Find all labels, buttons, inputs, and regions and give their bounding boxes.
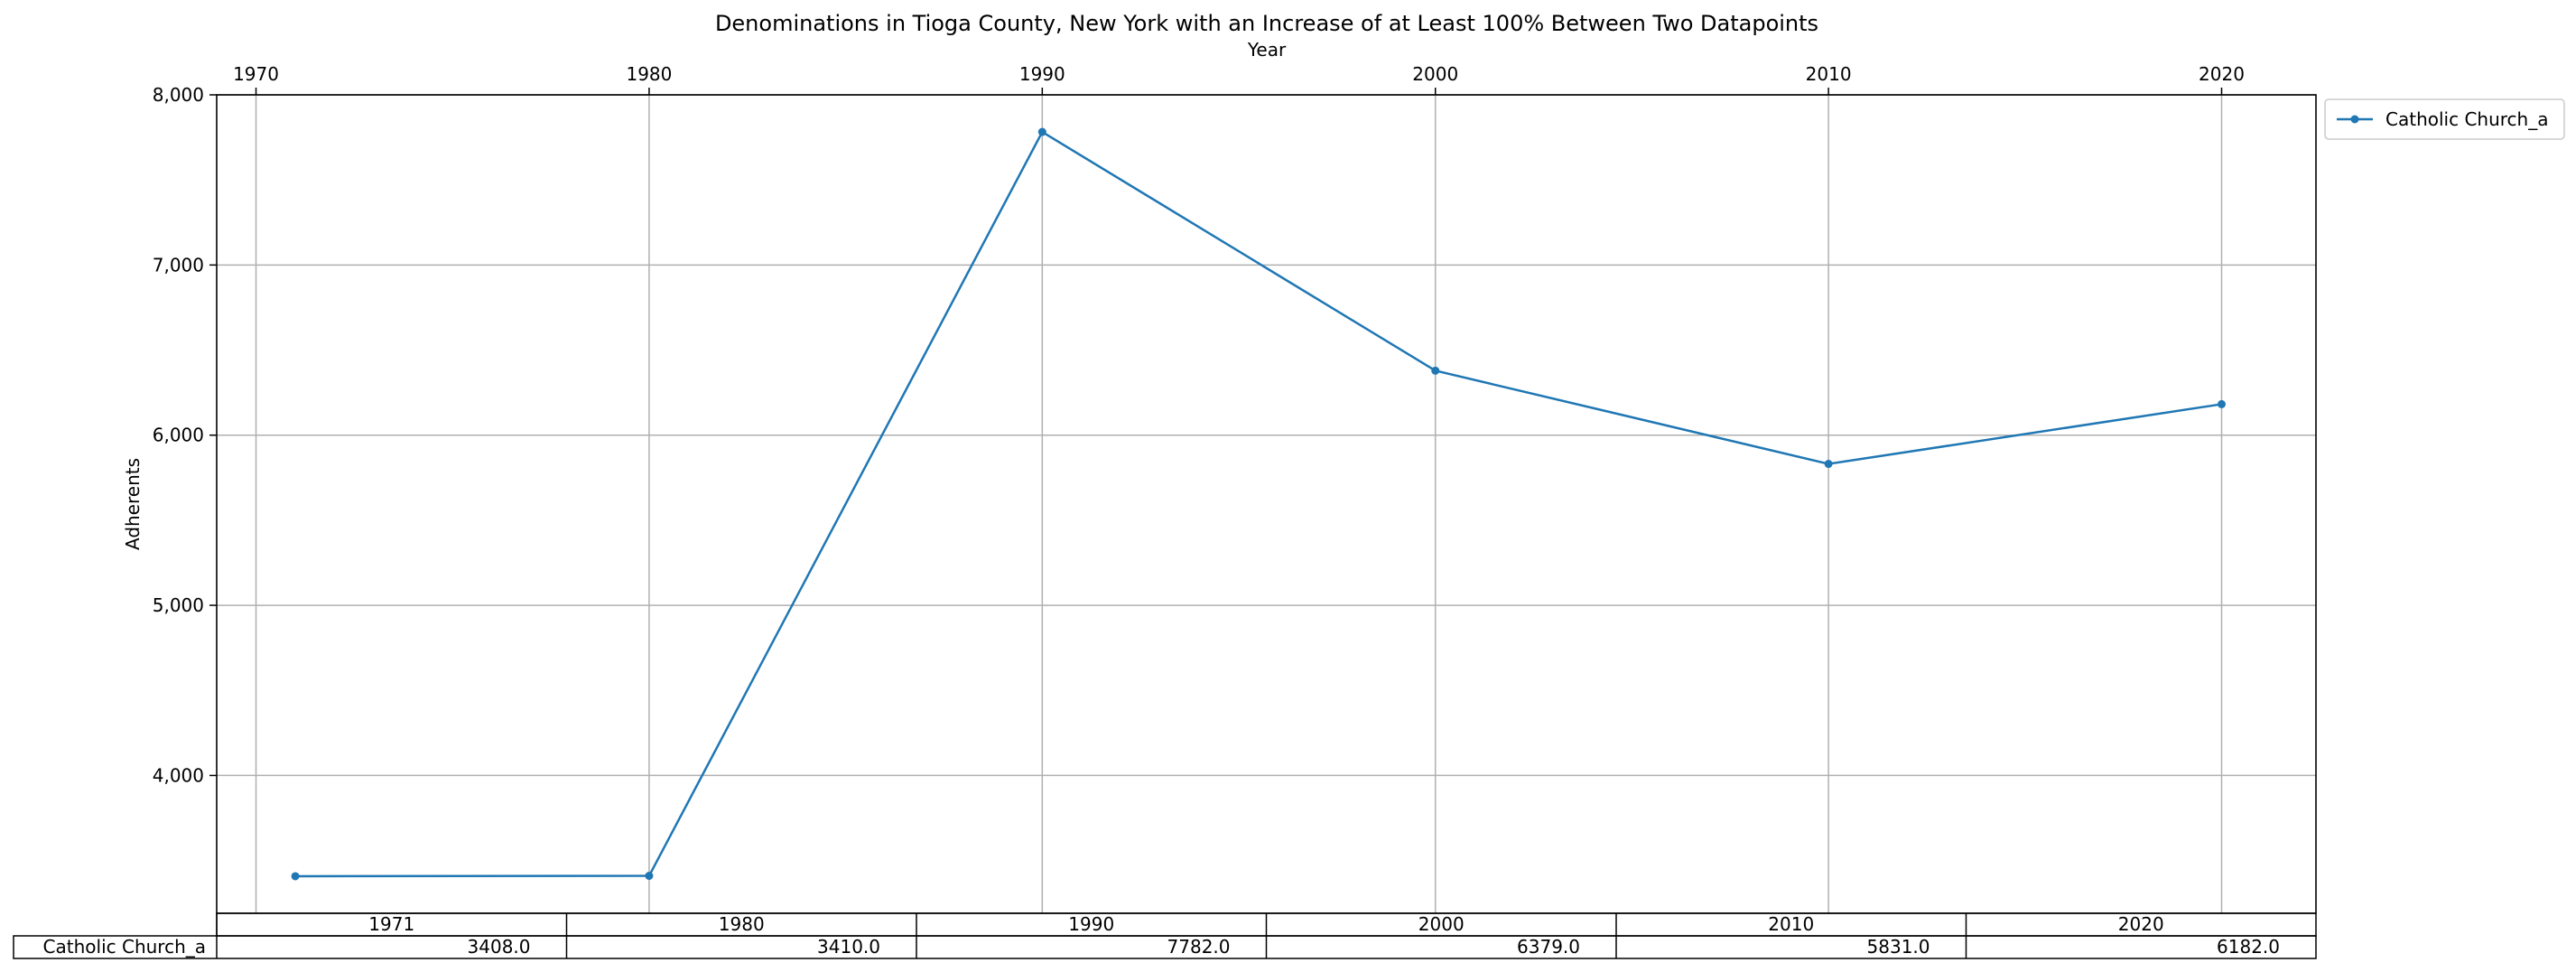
data-point <box>2218 399 2227 408</box>
x-tick-label: 1970 <box>233 63 279 85</box>
legend-box <box>2324 98 2565 140</box>
y-tick-label: 6,000 <box>153 425 204 446</box>
table-cell: 6182.0 <box>2217 936 2280 958</box>
y-axis-label: Adherents <box>122 458 144 550</box>
x-tick-label: 2020 <box>2199 63 2245 85</box>
x-tick-label: 1980 <box>626 63 672 85</box>
data-point <box>1037 127 1046 136</box>
table-cell: 7782.0 <box>1167 936 1231 958</box>
y-tick-label: 4,000 <box>153 764 204 786</box>
plot-frame <box>216 94 2317 914</box>
data-table: 1971 3408.0 1980 3410.0 1990 7782.0 2000 6379.0… <box>13 912 2317 959</box>
x-tick-label: 1990 <box>1019 63 1065 85</box>
table-col-header: 2000 <box>1418 913 1465 935</box>
table-col-header: 1980 <box>719 913 765 935</box>
y-tick-label: 8,000 <box>153 84 204 106</box>
legend: Catholic Church_a <box>2324 98 2565 140</box>
data-point <box>645 872 654 881</box>
table-col-header: 2020 <box>2118 913 2164 935</box>
x-axis-label: Year <box>1247 39 1287 61</box>
legend-marker <box>2350 115 2359 124</box>
series-line <box>295 130 2222 878</box>
table-col-header: 1990 <box>1068 913 1114 935</box>
table-cell: 3408.0 <box>468 936 531 958</box>
series <box>291 127 2227 881</box>
table-col-header: 1971 <box>368 913 414 935</box>
x-tick-label: 2010 <box>1806 63 1852 85</box>
table-col-header: 2010 <box>1768 913 1814 935</box>
data-point <box>1431 366 1440 375</box>
chart-title: Denominations in Tioga County, New York … <box>715 11 1818 36</box>
y-tick-label: 5,000 <box>153 594 204 616</box>
y-axis: 4,000 5,000 6,000 7,000 8,000 <box>153 84 217 786</box>
table-cell: 3410.0 <box>817 936 880 958</box>
x-tick-label: 2000 <box>1412 63 1458 85</box>
grid <box>217 94 2316 913</box>
table-cell: 5831.0 <box>1867 936 1930 958</box>
legend-label: Catholic Church_a <box>2385 108 2548 130</box>
table-row-label: Catholic Church_a <box>43 936 206 958</box>
table-data-row <box>13 935 2317 959</box>
data-point <box>291 872 300 881</box>
data-point <box>1824 460 1833 469</box>
x-axis: 1970 1980 1990 2000 2010 2020 <box>233 63 2245 95</box>
y-tick-label: 7,000 <box>153 254 204 276</box>
table-cell: 6379.0 <box>1517 936 1580 958</box>
